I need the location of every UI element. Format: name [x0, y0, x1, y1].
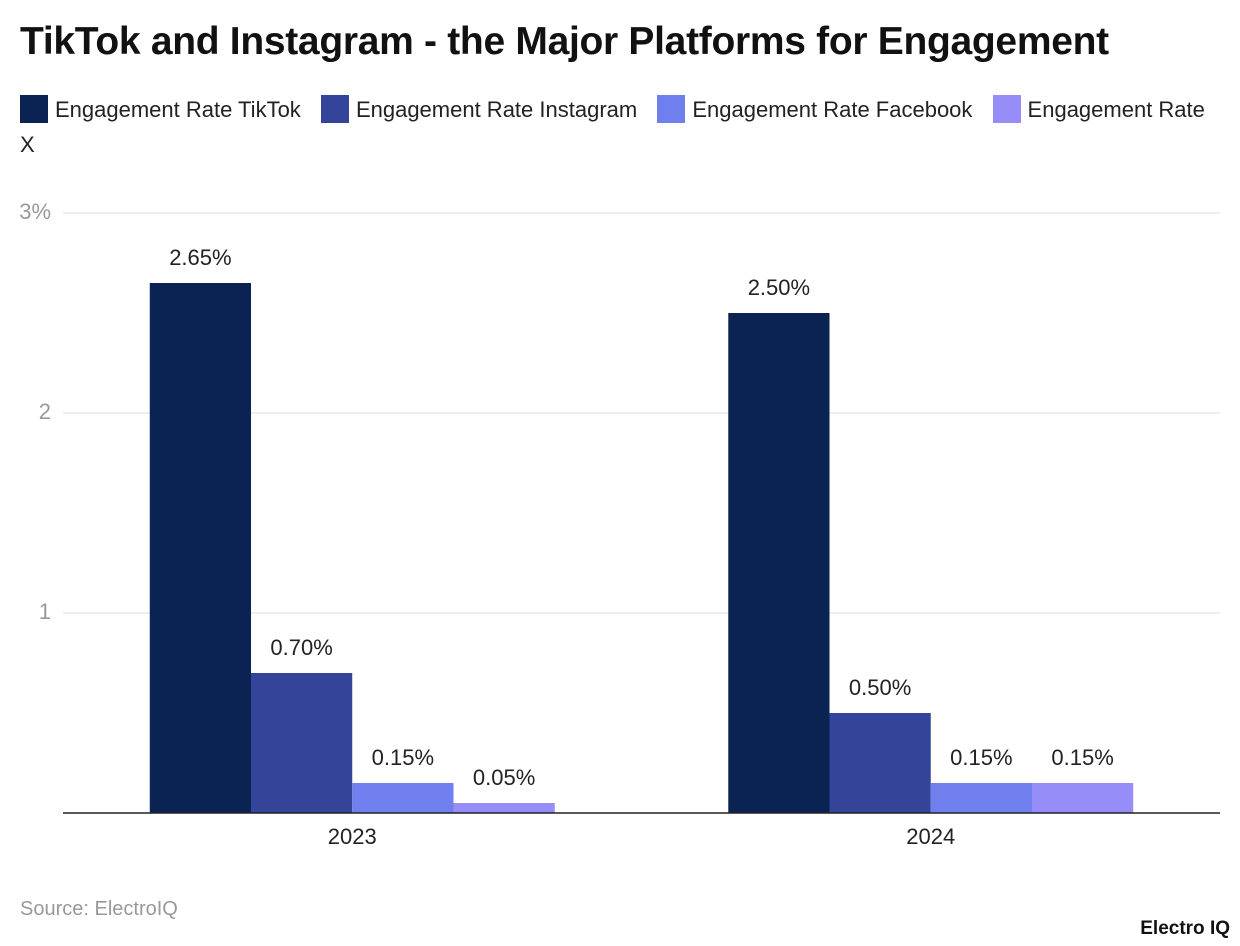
bar: [352, 783, 454, 813]
legend-swatch: [320, 95, 349, 123]
x-tick-label: 2023: [328, 824, 377, 849]
value-label: 0.15%: [1051, 745, 1113, 770]
chart: 1 2 3% 2.65% 0.70% 0.15% 0.05% 2023 2.50% 0.50% 0.…: [19, 199, 1220, 849]
legend-label: Engagement Rate X: [20, 97, 1205, 157]
legend-item: Engagement Rate Instagram: [320, 95, 638, 123]
y-tick-label: 1: [39, 599, 51, 624]
bar: [930, 783, 1032, 813]
legend: Engagement Rate TikTok Engagement Rate I…: [20, 92, 1225, 162]
value-label: 0.50%: [849, 675, 911, 700]
value-label: 2.65%: [169, 245, 231, 270]
source: Source: ElectroIQ: [20, 898, 178, 920]
bar: [453, 803, 555, 813]
legend-swatch: [992, 95, 1021, 123]
bar: [149, 283, 252, 813]
value-label: 0.15%: [950, 745, 1012, 770]
legend-swatch: [657, 95, 686, 123]
value-label: 0.15%: [372, 745, 434, 770]
bar: [829, 713, 931, 813]
x-tick-label: 2024: [906, 824, 955, 849]
y-tick-label: 2: [39, 399, 51, 424]
legend-swatch: [20, 95, 48, 123]
legend-label: Engagement Rate Instagram: [355, 97, 638, 122]
bar: [1031, 783, 1134, 813]
bar: [728, 313, 830, 813]
value-label: 2.50%: [748, 275, 810, 300]
y-tick-label: 3%: [19, 199, 51, 224]
legend-item: Engagement Rate Facebook: [657, 95, 973, 123]
bar: [251, 673, 353, 813]
legend-item: Engagement Rate X: [20, 95, 1205, 157]
brand: Electro IQ: [1140, 918, 1230, 939]
legend-label: Engagement Rate Facebook: [692, 97, 973, 122]
legend-item: Engagement Rate TikTok: [20, 95, 301, 123]
chart-title: TikTok and Instagram - the Major Platfor…: [20, 20, 1109, 63]
value-label: 0.05%: [473, 765, 535, 790]
legend-label: Engagement Rate TikTok: [55, 97, 301, 122]
value-label: 0.70%: [270, 635, 332, 660]
